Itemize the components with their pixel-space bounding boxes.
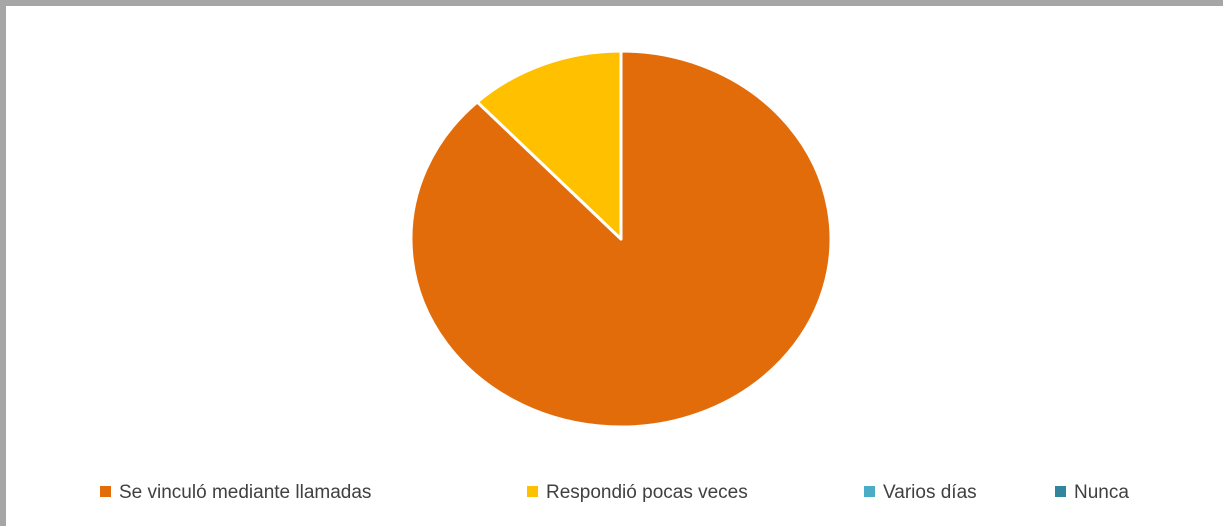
- legend-swatch: [864, 485, 875, 497]
- legend-swatch: [1055, 485, 1066, 497]
- chart-legend: Se vinculó mediante llamadas Respondió p…: [0, 480, 1223, 508]
- legend-label: Nunca: [1074, 482, 1129, 503]
- legend-swatch: [100, 485, 111, 497]
- pie-slices: [409, 49, 833, 429]
- pie-slice-1: [475, 49, 623, 241]
- legend-item-varios-dias: Varios días: [864, 480, 977, 506]
- legend-item-nunca: Nunca: [1055, 480, 1129, 506]
- legend-item-respondio: Respondió pocas veces: [527, 480, 748, 506]
- legend-swatch: [527, 485, 538, 497]
- legend-label: Varios días: [883, 482, 977, 503]
- legend-label: Se vinculó mediante llamadas: [119, 482, 372, 503]
- legend-item-se-vinculo: Se vinculó mediante llamadas: [100, 480, 371, 506]
- legend-label: Respondió pocas veces: [546, 482, 748, 503]
